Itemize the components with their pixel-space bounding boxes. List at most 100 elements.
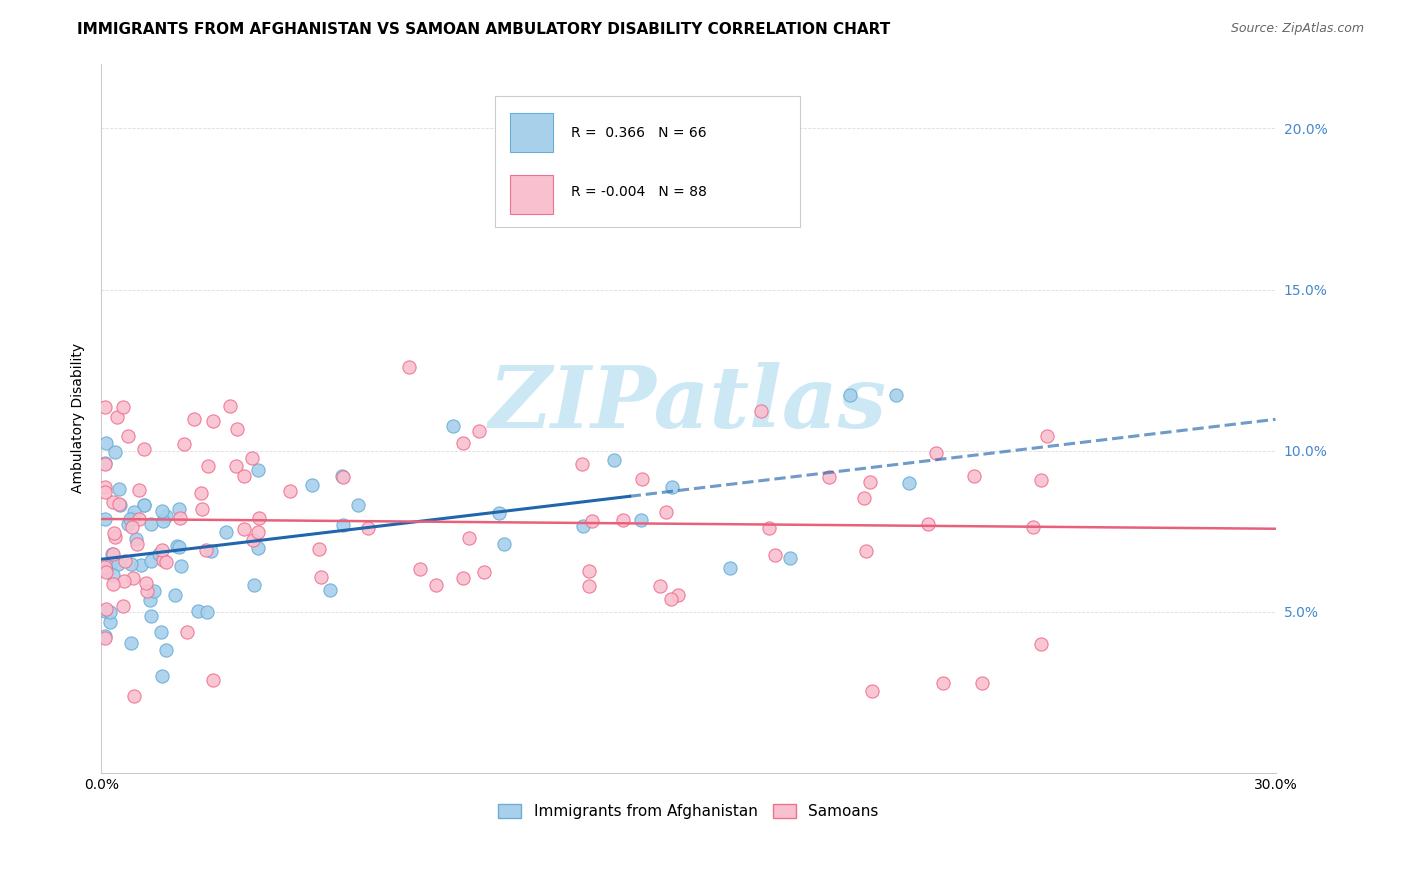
Point [169, 511, 191, 525]
Point [155, 555, 177, 569]
Point [818, 470, 841, 484]
Point [195, 605, 218, 619]
Text: Source: ZipAtlas.com: Source: ZipAtlas.com [1230, 22, 1364, 36]
Point [932, 675, 955, 690]
Point [136, 584, 159, 599]
Point [94, 629, 117, 643]
Point [117, 516, 139, 531]
Point [571, 457, 593, 471]
Point [183, 412, 205, 426]
Point [758, 521, 780, 535]
Point [356, 521, 378, 535]
Point [127, 536, 149, 550]
Point [226, 422, 249, 436]
Point [319, 582, 342, 597]
Point [155, 643, 177, 657]
Point [240, 450, 263, 465]
Point [150, 669, 173, 683]
Point [173, 437, 195, 451]
Point [187, 604, 209, 618]
Point [108, 498, 131, 512]
Point [630, 513, 652, 527]
Point [1036, 429, 1059, 443]
Point [111, 599, 134, 613]
Point [139, 554, 162, 568]
Text: ZIPatlas: ZIPatlas [489, 362, 887, 446]
Point [104, 530, 127, 544]
Text: IMMIGRANTS FROM AFGHANISTAN VS SAMOAN AMBULATORY DISABILITY CORRELATION CHART: IMMIGRANTS FROM AFGHANISTAN VS SAMOAN AM… [77, 22, 890, 37]
Point [170, 558, 193, 573]
Point [94, 601, 117, 615]
Point [441, 419, 464, 434]
Point [332, 470, 354, 484]
Point [451, 435, 474, 450]
Point [114, 554, 136, 568]
Point [347, 498, 370, 512]
Point [143, 584, 166, 599]
Point [101, 577, 124, 591]
Point [1022, 520, 1045, 534]
Point [191, 501, 214, 516]
Point [101, 495, 124, 509]
Point [120, 557, 142, 571]
Point [152, 553, 174, 567]
Point [125, 533, 148, 547]
Point [301, 477, 323, 491]
Point [155, 509, 177, 524]
Point [100, 605, 122, 619]
Point [111, 401, 134, 415]
Point [152, 514, 174, 528]
Point [117, 429, 139, 443]
Point [98, 615, 121, 629]
Point [120, 635, 142, 649]
Point [763, 548, 786, 562]
Point [242, 533, 264, 548]
Point [108, 497, 131, 511]
Point [94, 631, 117, 645]
Point [100, 558, 122, 572]
Point [451, 572, 474, 586]
Point [572, 519, 595, 533]
Legend: Immigrants from Afghanistan, Samoans: Immigrants from Afghanistan, Samoans [492, 798, 884, 825]
Point [197, 458, 219, 473]
Point [332, 518, 354, 533]
Point [232, 522, 254, 536]
Point [94, 512, 117, 526]
Point [666, 588, 689, 602]
Point [751, 404, 773, 418]
Point [1029, 637, 1052, 651]
Point [225, 458, 247, 473]
Point [232, 468, 254, 483]
Point [108, 482, 131, 496]
Point [163, 588, 186, 602]
Point [94, 560, 117, 574]
Point [650, 579, 672, 593]
Point [141, 516, 163, 531]
Point [121, 520, 143, 534]
Point [94, 400, 117, 414]
Point [122, 510, 145, 524]
Point [169, 541, 191, 555]
Point [132, 498, 155, 512]
Point [838, 388, 860, 402]
Point [860, 684, 883, 698]
Point [122, 505, 145, 519]
Point [215, 525, 238, 540]
Point [167, 501, 190, 516]
Point [853, 491, 876, 506]
Point [631, 472, 654, 486]
Point [132, 498, 155, 512]
Point [129, 558, 152, 572]
Point [1031, 473, 1053, 487]
Point [201, 414, 224, 428]
Point [132, 442, 155, 457]
Point [457, 531, 479, 545]
Point [150, 542, 173, 557]
Point [96, 565, 118, 579]
Point [152, 504, 174, 518]
Point [858, 475, 880, 489]
Point [148, 547, 170, 561]
Point [970, 675, 993, 690]
Point [107, 558, 129, 572]
Point [779, 551, 801, 566]
